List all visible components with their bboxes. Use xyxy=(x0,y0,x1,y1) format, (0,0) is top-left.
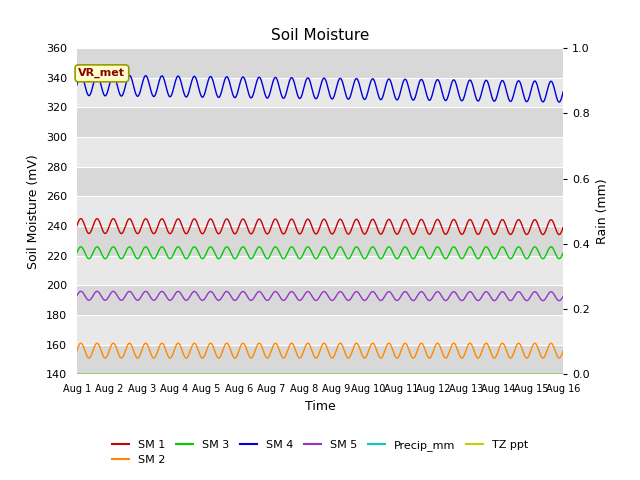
Bar xyxy=(77,196,563,226)
Bar xyxy=(77,48,563,78)
Y-axis label: Soil Moisture (mV): Soil Moisture (mV) xyxy=(28,154,40,269)
Bar xyxy=(77,137,563,167)
Bar xyxy=(77,226,563,256)
X-axis label: Time: Time xyxy=(305,400,335,413)
Legend: SM 1, SM 2, SM 3, SM 4, SM 5, Precip_mm, TZ ppt: SM 1, SM 2, SM 3, SM 4, SM 5, Precip_mm,… xyxy=(108,435,532,469)
Y-axis label: Rain (mm): Rain (mm) xyxy=(596,179,609,244)
Bar xyxy=(77,286,563,315)
Title: Soil Moisture: Soil Moisture xyxy=(271,28,369,43)
Text: VR_met: VR_met xyxy=(79,68,125,78)
Bar xyxy=(77,256,563,286)
Bar xyxy=(77,315,563,345)
Bar xyxy=(77,345,563,374)
Bar xyxy=(77,108,563,137)
Bar xyxy=(77,167,563,196)
Bar xyxy=(77,78,563,108)
